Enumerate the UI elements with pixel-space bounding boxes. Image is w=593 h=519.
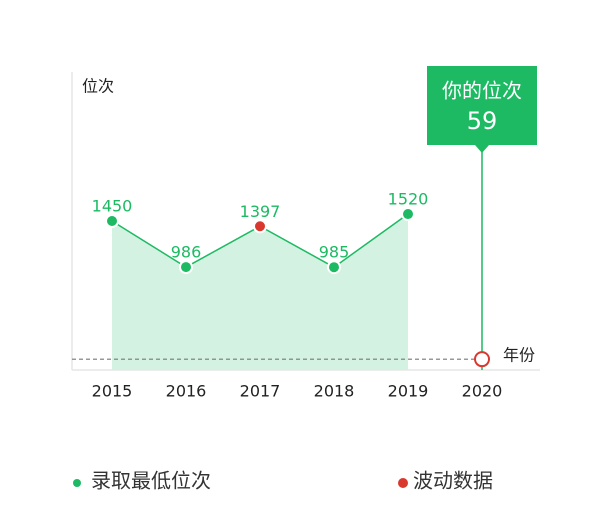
x-tick-label: 2019 — [388, 382, 429, 401]
callout — [427, 66, 537, 153]
value-label: 1397 — [240, 202, 281, 221]
y-axis-label: 位次 — [82, 77, 114, 96]
rank-marker — [474, 351, 490, 368]
x-axis-label: 年份 — [503, 346, 535, 365]
callout-value: 59 — [467, 107, 498, 135]
callout-title: 你的位次 — [442, 79, 522, 103]
area — [112, 214, 408, 370]
legend-label: 录取最低位次 — [91, 469, 211, 493]
point — [327, 260, 341, 275]
legend-marker — [73, 479, 81, 487]
legend-label: 波动数据 — [413, 469, 493, 493]
value-label: 1520 — [388, 190, 429, 209]
x-tick-label: 2018 — [314, 382, 355, 401]
x-tick-label: 2015 — [92, 382, 133, 401]
value-label: 985 — [319, 243, 350, 262]
x-tick-label: 2020 — [462, 382, 503, 401]
point — [253, 219, 267, 234]
x-tick-label: 2017 — [240, 382, 281, 401]
legend-marker — [398, 478, 408, 488]
x-tick-label: 2016 — [166, 382, 207, 401]
point — [179, 260, 193, 275]
point — [105, 214, 119, 228]
point — [401, 207, 415, 222]
value-label: 1450 — [92, 197, 133, 216]
value-label: 986 — [171, 243, 202, 262]
